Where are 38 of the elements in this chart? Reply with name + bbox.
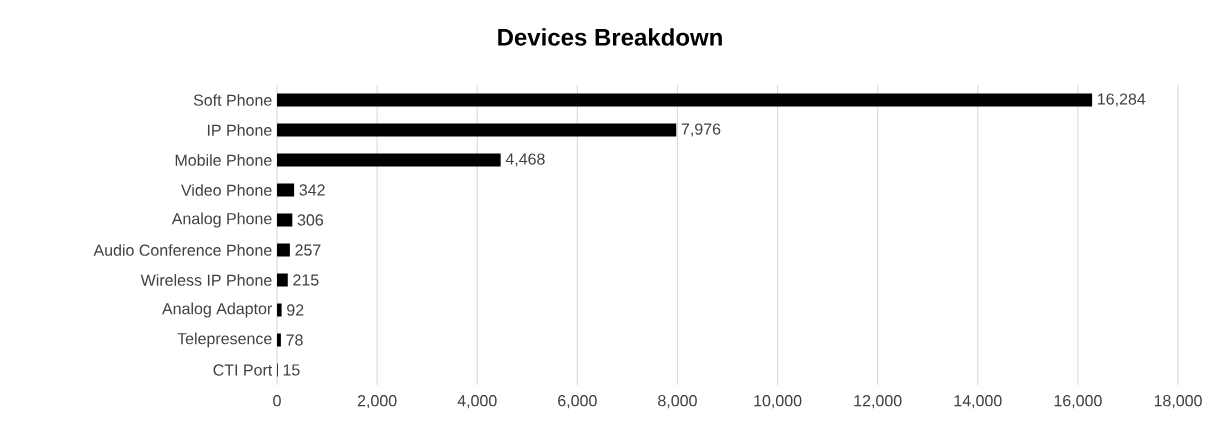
y-tick-label: Mobile Phone — [175, 154, 272, 166]
data-label: 257 — [295, 244, 321, 256]
data-label: 92 — [287, 304, 304, 316]
y-tick-label: IP Phone — [207, 124, 272, 136]
y-tick-label: Analog Adaptor — [162, 302, 272, 318]
data-label: 215 — [293, 274, 319, 286]
x-tick-label: 10,000 — [754, 395, 802, 409]
data-label: 342 — [299, 184, 325, 196]
chart-title: Devices Breakdown — [498, 28, 722, 46]
y-tick-label: Analog Phone — [171, 212, 272, 228]
bar — [277, 243, 290, 257]
bar — [277, 93, 1093, 107]
bar — [277, 273, 288, 287]
data-label: 4,468 — [505, 153, 545, 167]
x-tick-label: 16,000 — [1054, 395, 1102, 409]
x-tick-label: 12,000 — [854, 395, 902, 409]
data-label: 16,284 — [1098, 93, 1146, 107]
x-tick-label: 2,000 — [357, 395, 397, 409]
y-tick-label: Telepresence — [177, 332, 272, 348]
x-tick-label: 6,000 — [558, 395, 597, 409]
data-label: 78 — [286, 334, 303, 346]
x-tick-label: 8,000 — [658, 395, 697, 409]
bar — [277, 213, 293, 227]
y-tick-label: CTI Port — [213, 364, 273, 376]
y-tick-label: Audio Conference Phone — [93, 244, 272, 256]
y-tick-label: Wireless IP Phone — [140, 274, 272, 286]
y-tick-label: Video Phone — [181, 184, 272, 196]
y-tick-label: Soft Phone — [193, 94, 272, 106]
data-label: 306 — [297, 214, 324, 226]
x-tick-label: 0 — [273, 395, 281, 407]
x-tick-label: 14,000 — [954, 395, 1002, 409]
bar — [277, 123, 677, 137]
data-label: 15 — [283, 364, 300, 376]
bar — [277, 183, 295, 197]
data-label: 7,976 — [681, 123, 721, 137]
bar — [277, 153, 501, 167]
x-tick-label: 4,000 — [457, 395, 497, 409]
x-tick-label: 18,000 — [1154, 395, 1202, 409]
